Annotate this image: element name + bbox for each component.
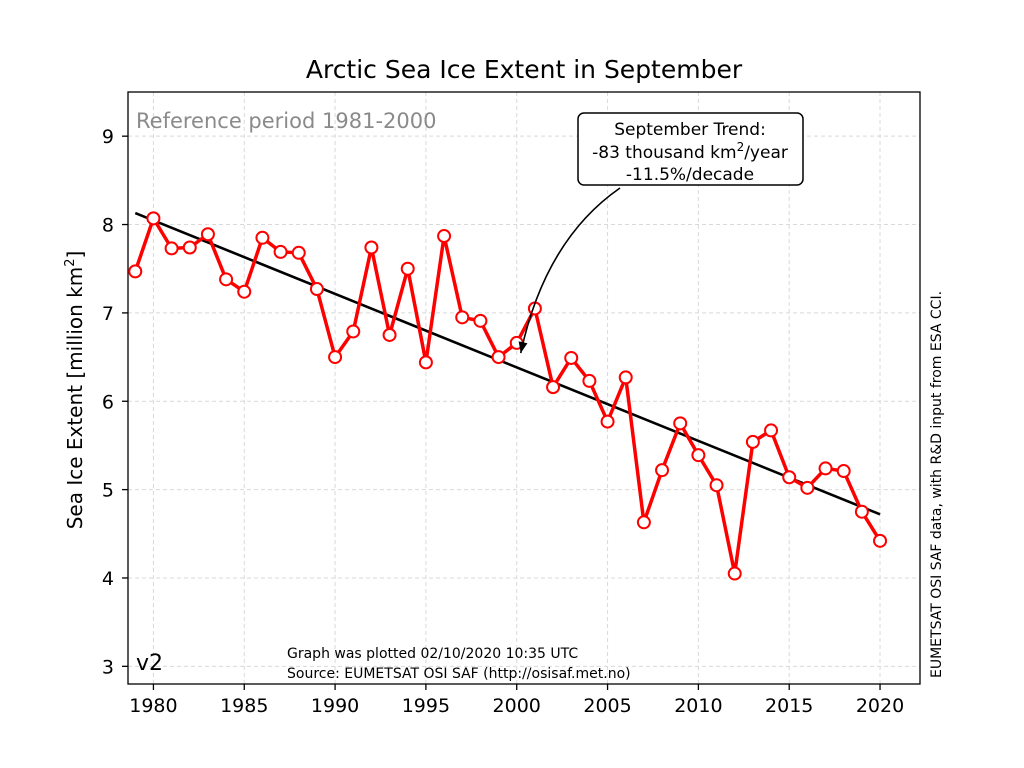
x-tick-label: 1995 — [402, 695, 450, 717]
annotation-line-2-b: /year — [744, 143, 788, 163]
data-point — [873, 533, 888, 548]
data-point — [473, 313, 488, 328]
y-tick-label: 7 — [102, 303, 114, 325]
annotation-box — [577, 112, 804, 186]
annotation-line-3: -11.5%/decade — [626, 165, 754, 185]
x-tick-label: 2010 — [674, 695, 722, 717]
side-data-note: EUMETSAT OSI SAF data, with R&D input fr… — [929, 291, 945, 678]
y-tick-label: 6 — [102, 391, 114, 413]
x-axis: 1980 1985 1990 1995 2000 2005 2010 2015 2020 — [129, 684, 904, 717]
y-tick-label: 9 — [102, 126, 114, 148]
annotation-arrow — [519, 187, 621, 354]
plot-date-note: Graph was plotted 02/10/2020 10:35 UTC — [287, 646, 578, 662]
data-point — [364, 240, 379, 255]
data-point — [309, 282, 324, 297]
x-tick-label: 2015 — [765, 695, 813, 717]
data-point — [673, 416, 688, 431]
data-point — [546, 380, 561, 395]
annotation-arrow-head — [518, 341, 528, 354]
data-point — [200, 227, 215, 242]
x-tick-label: 1990 — [311, 695, 359, 717]
x-tick-label: 2020 — [856, 695, 904, 717]
annotation-line-1: September Trend: — [614, 120, 766, 140]
data-point — [237, 284, 252, 299]
data-point — [400, 261, 415, 276]
y-tick-label: 8 — [102, 215, 114, 237]
data-point — [727, 566, 742, 581]
data-point — [418, 355, 433, 370]
data-point — [764, 423, 779, 438]
data-point — [146, 211, 161, 226]
data-point — [164, 241, 179, 256]
data-point — [636, 515, 651, 530]
annotation-line-2-a: -83 thousand km — [592, 143, 736, 163]
data-point — [782, 470, 797, 485]
x-tick-label: 1985 — [220, 695, 268, 717]
y-tick-label: 3 — [102, 656, 114, 678]
data-point — [818, 461, 833, 476]
data-point — [437, 229, 452, 244]
data-point — [600, 414, 615, 429]
plot-frame — [127, 91, 921, 685]
data-point — [564, 350, 579, 365]
trend-line — [134, 211, 881, 516]
data-point — [382, 327, 397, 342]
y-tick-label: 4 — [102, 568, 114, 590]
data-points — [128, 211, 888, 581]
data-point — [291, 245, 306, 260]
data-point — [836, 464, 851, 479]
x-tick-label: 2005 — [583, 695, 631, 717]
x-tick-label: 1980 — [129, 695, 177, 717]
trend-annotation: September Trend: -83 thousand km2/year -… — [518, 112, 804, 354]
data-point — [219, 272, 234, 287]
x-tick-label: 2000 — [493, 695, 541, 717]
annotation-line-2-sup: 2 — [737, 140, 745, 154]
source-note: Source: EUMETSAT OSI SAF (http://osisaf.… — [287, 666, 631, 682]
data-point — [455, 310, 470, 325]
data-point — [491, 350, 506, 365]
version-label: v2 — [136, 651, 163, 676]
data-point — [655, 463, 670, 478]
data-point — [255, 230, 270, 245]
data-point — [128, 264, 143, 279]
data-point — [273, 244, 288, 259]
annotation-line-2: -83 thousand km2/year — [592, 140, 788, 163]
data-point — [346, 324, 361, 339]
data-point — [691, 448, 706, 463]
data-point — [328, 350, 343, 365]
y-axis: 3 4 5 6 7 8 9 — [102, 126, 128, 678]
chart-title: Arctic Sea Ice Extent in September — [306, 55, 743, 84]
data-point — [182, 240, 197, 255]
y-axis-label-sup: 2 — [63, 259, 78, 267]
data-point — [745, 434, 760, 449]
reference-period-text: Reference period 1981-2000 — [136, 109, 436, 133]
series-line — [133, 216, 882, 576]
data-point — [618, 370, 633, 385]
data-point — [582, 373, 597, 388]
y-axis-label-text: Sea Ice Extent [million km — [63, 267, 87, 530]
y-tick-label: 5 — [102, 480, 114, 502]
y-axis-label-close: ] — [63, 251, 87, 259]
data-point — [854, 504, 869, 519]
y-axis-label: Sea Ice Extent [million km2] — [63, 251, 87, 530]
data-point — [709, 478, 724, 493]
data-point — [800, 480, 815, 495]
